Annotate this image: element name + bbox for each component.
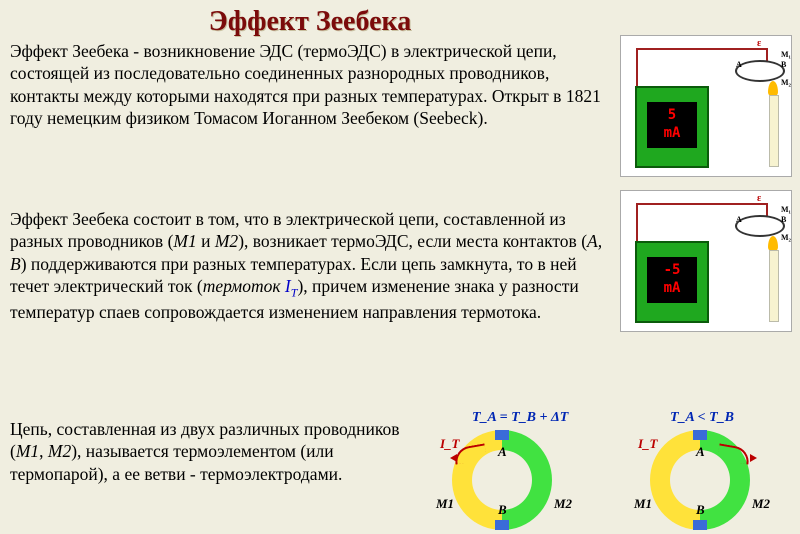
junction-label-B: B: [781, 60, 786, 69]
candle-icon: [765, 236, 781, 322]
ring2-formula: T_A < T_B: [670, 410, 734, 426]
ammeter-device: 5 mA: [635, 86, 709, 168]
ammeter-display: -5 mA: [647, 257, 697, 303]
formula-text: T_A < T_B: [670, 410, 734, 425]
ammeter-display: 5 mA: [647, 102, 697, 148]
p2-m2: M2: [215, 231, 238, 251]
experiment-diagram-1: A B M₁ M₂ ε 5 mA: [620, 35, 792, 177]
ring-label-B: B: [696, 502, 705, 518]
p2-text: и: [197, 231, 215, 251]
ring-diagram-1: T_A = T_B + ΔT A B M1 M2 I_T: [412, 410, 602, 530]
ring-diagram-2: T_A < T_B A B M1 M2 I_T: [610, 410, 800, 530]
ammeter-unit: mA: [664, 125, 681, 141]
emf-label: ε: [757, 38, 761, 49]
junction-label-B: B: [781, 215, 786, 224]
candle-body: [769, 250, 779, 322]
ring-label-M2: M2: [752, 496, 770, 512]
emf-label: ε: [757, 193, 761, 204]
conductor-label-M1: M₁: [781, 50, 791, 59]
ammeter-value: -5: [664, 262, 681, 278]
wire-segment: [636, 203, 638, 241]
wire-segment: [636, 48, 768, 50]
junction-B: [693, 520, 707, 530]
wire-segment: [636, 203, 768, 205]
junction-B: [495, 520, 509, 530]
ammeter-device: -5 mA: [635, 241, 709, 323]
conductor-label-M2: M₂: [781, 78, 791, 87]
conductor-label-M1: M₁: [781, 205, 791, 214]
ammeter-unit: mA: [664, 280, 681, 296]
conductor-label-M2: M₂: [781, 233, 791, 242]
p2-termotok: термоток: [203, 276, 285, 296]
thermocouple-junction-icon: [735, 215, 785, 237]
ring1-formula: T_A = T_B + ΔT: [472, 410, 568, 426]
p3-m2: M2: [48, 441, 71, 461]
candle-icon: [765, 81, 781, 167]
p3-m1: M1: [16, 441, 39, 461]
ring-label-M1: M1: [634, 496, 652, 512]
ring-label-A: A: [498, 444, 507, 460]
thermocouple-junction-icon: [735, 60, 785, 82]
p2-m1: M1: [173, 231, 196, 251]
ring-label-B: B: [498, 502, 507, 518]
page-title: Эффект Зеебека: [0, 6, 620, 38]
junction-label-A: A: [736, 60, 742, 69]
arrow-tip-icon: [750, 454, 757, 462]
ring-label-A: A: [696, 444, 705, 460]
ring-label-M1: M1: [436, 496, 454, 512]
p2-text: ), возникает термоЭДС, если места контак…: [238, 231, 587, 251]
arrow-tip-icon: [450, 454, 457, 462]
junction-label-A: A: [736, 215, 742, 224]
candle-body: [769, 95, 779, 167]
ring-label-M2: M2: [554, 496, 572, 512]
wire-segment: [636, 48, 638, 86]
junction-A: [495, 430, 509, 440]
experiment-diagram-2: A B M₁ M₂ ε -5 mA: [620, 190, 792, 332]
p3-text: ,: [39, 441, 48, 461]
junction-A: [693, 430, 707, 440]
ring-label-IT: I_T: [638, 436, 658, 452]
paragraph-3: Цепь, составленная из двух различных про…: [10, 418, 414, 485]
formula-text: T_A = T_B + ΔT: [472, 410, 568, 425]
ammeter-value: 5: [668, 107, 676, 123]
slide-root: Эффект Зеебека Эффект Зеебека - возникно…: [0, 0, 800, 534]
paragraph-1: Эффект Зеебека - возникновение ЭДС (терм…: [10, 40, 614, 130]
paragraph-2: Эффект Зеебека состоит в том, что в элек…: [10, 208, 622, 323]
ring-label-IT: I_T: [440, 436, 460, 452]
